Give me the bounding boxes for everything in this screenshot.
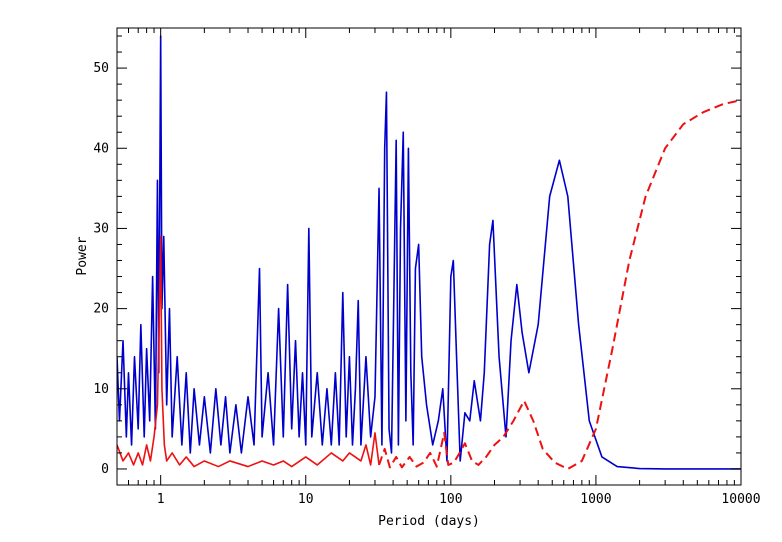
y-tick-label: 10	[93, 382, 109, 397]
x-tick-label: 1000	[580, 492, 611, 507]
x-tick-label: 1	[157, 492, 165, 507]
y-tick-label: 40	[93, 141, 109, 156]
x-tick-label: 100	[439, 492, 462, 507]
x-axis-label: Period (days)	[378, 514, 480, 529]
plot-area	[117, 35, 741, 470]
series-line-1	[117, 35, 741, 470]
x-tick-label: 10	[298, 492, 314, 507]
y-tick-label: 30	[93, 221, 109, 236]
series-line-3	[378, 99, 741, 470]
axis-ticks: 1 10 100 1000 10000 0 10 20 30 40 50	[93, 28, 761, 507]
plot-frame	[116, 27, 742, 486]
series-line-2	[117, 235, 380, 468]
y-tick-label: 0	[101, 462, 109, 477]
y-tick-label: 50	[93, 61, 109, 76]
y-tick-label: 20	[93, 302, 109, 317]
x-tick-label: 10000	[721, 492, 760, 507]
y-axis-label: Power	[75, 236, 90, 275]
